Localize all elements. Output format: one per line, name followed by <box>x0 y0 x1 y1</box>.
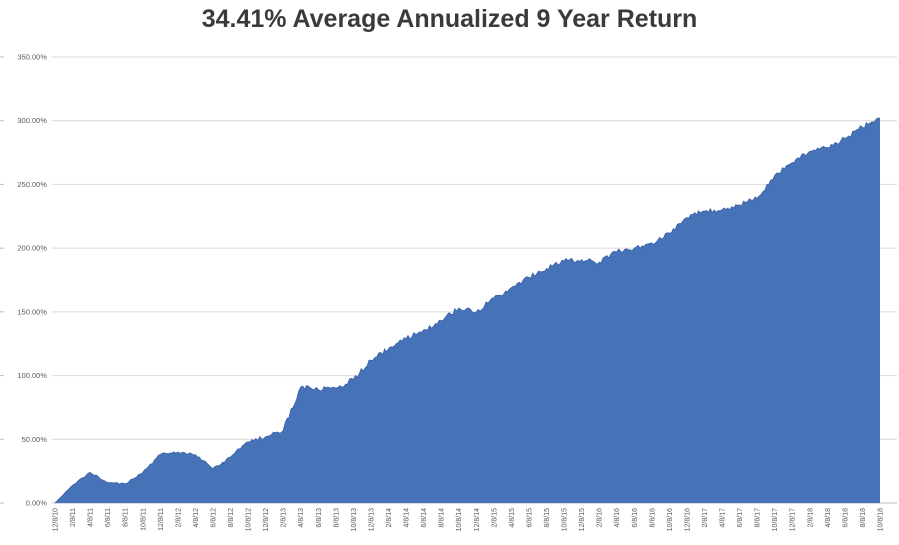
svg-text:4/8/14: 4/8/14 <box>404 508 411 528</box>
svg-text:4/8/16: 4/8/16 <box>614 508 621 528</box>
svg-text:4/8/17: 4/8/17 <box>720 508 727 528</box>
svg-text:12/8/10: 12/8/10 <box>53 508 60 531</box>
svg-text:6/8/12: 6/8/12 <box>210 508 217 528</box>
svg-text:12/8/13: 12/8/13 <box>368 508 375 531</box>
svg-text:2/8/16: 2/8/16 <box>597 508 604 528</box>
svg-text:6/8/15: 6/8/15 <box>526 508 533 528</box>
svg-text:8/8/11: 8/8/11 <box>123 508 130 527</box>
svg-text:2/8/12: 2/8/12 <box>175 508 182 528</box>
svg-text:2/8/18: 2/8/18 <box>807 508 814 528</box>
svg-text:12/8/16: 12/8/16 <box>684 508 691 531</box>
svg-text:4/8/15: 4/8/15 <box>509 508 516 528</box>
svg-text:10/8/15: 10/8/15 <box>562 508 569 531</box>
svg-text:10/8/17: 10/8/17 <box>772 508 779 531</box>
svg-text:6/8/16: 6/8/16 <box>632 508 639 528</box>
svg-text:12/8/14: 12/8/14 <box>474 508 481 531</box>
svg-text:2/8/14: 2/8/14 <box>386 508 393 528</box>
svg-text:8/8/18: 8/8/18 <box>860 508 867 528</box>
svg-text:10/8/14: 10/8/14 <box>456 508 463 531</box>
svg-text:350.00%: 350.00% <box>17 53 47 62</box>
chart-title: 34.41% Average Annualized 9 Year Return <box>201 5 698 33</box>
svg-text:10/8/18: 10/8/18 <box>878 508 885 531</box>
svg-text:250.00%: 250.00% <box>17 180 47 189</box>
svg-text:8/8/16: 8/8/16 <box>649 508 656 528</box>
svg-text:2/8/15: 2/8/15 <box>491 508 498 528</box>
svg-text:10/8/16: 10/8/16 <box>667 508 674 531</box>
svg-text:12/8/17: 12/8/17 <box>790 508 797 531</box>
svg-text:12/8/11: 12/8/11 <box>158 508 165 531</box>
svg-text:50.00%: 50.00% <box>22 435 48 444</box>
svg-text:6/8/14: 6/8/14 <box>421 508 428 528</box>
svg-text:6/8/17: 6/8/17 <box>737 508 744 528</box>
svg-text:2/8/11: 2/8/11 <box>70 508 77 527</box>
svg-text:100.00%: 100.00% <box>17 371 47 380</box>
svg-text:200.00%: 200.00% <box>17 244 47 253</box>
svg-text:8/8/17: 8/8/17 <box>755 508 762 528</box>
svg-text:6/8/18: 6/8/18 <box>842 508 849 528</box>
svg-text:2/8/13: 2/8/13 <box>281 508 288 528</box>
svg-text:8/8/15: 8/8/15 <box>544 508 551 528</box>
svg-text:150.00%: 150.00% <box>17 307 47 316</box>
svg-text:4/8/12: 4/8/12 <box>193 508 200 528</box>
svg-text:4/8/18: 4/8/18 <box>825 508 832 528</box>
svg-text:6/8/11: 6/8/11 <box>105 508 112 527</box>
svg-text:2/8/17: 2/8/17 <box>702 508 709 528</box>
svg-text:10/8/13: 10/8/13 <box>351 508 358 531</box>
svg-text:300.00%: 300.00% <box>17 116 47 125</box>
svg-text:8/8/12: 8/8/12 <box>228 508 235 528</box>
svg-text:8/8/13: 8/8/13 <box>333 508 340 528</box>
svg-text:0.00%: 0.00% <box>26 499 48 508</box>
svg-text:12/8/15: 12/8/15 <box>579 508 586 531</box>
svg-text:12/8/12: 12/8/12 <box>263 508 270 531</box>
svg-text:10/8/11: 10/8/11 <box>140 508 147 531</box>
svg-text:4/8/11: 4/8/11 <box>88 508 95 527</box>
svg-text:6/8/13: 6/8/13 <box>316 508 323 528</box>
svg-text:10/8/12: 10/8/12 <box>246 508 253 531</box>
svg-text:8/8/14: 8/8/14 <box>439 508 446 528</box>
svg-text:4/8/13: 4/8/13 <box>298 508 305 528</box>
